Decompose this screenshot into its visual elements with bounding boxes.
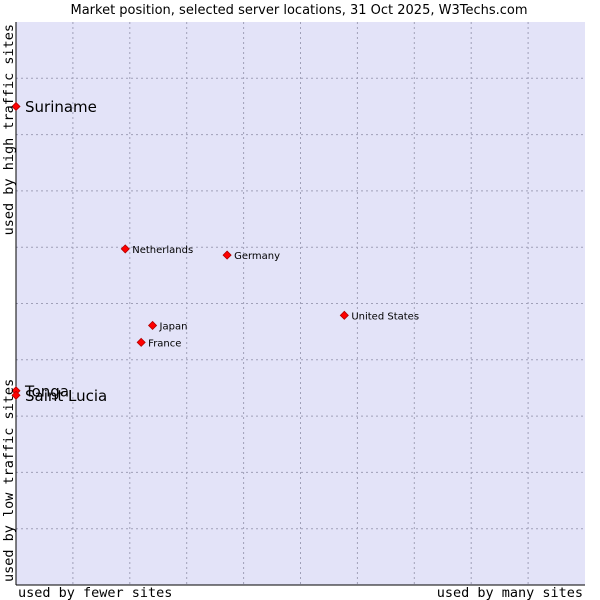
point-label-united-states: United States bbox=[351, 311, 419, 322]
point-saint-lucia bbox=[11, 390, 21, 400]
point-france bbox=[136, 337, 146, 347]
y-axis-label-bottom: used by low traffic sites bbox=[1, 379, 17, 582]
x-axis-label-right: used by many sites bbox=[437, 585, 583, 600]
point-label-netherlands: Netherlands bbox=[132, 245, 193, 256]
chart-title: Market position, selected server locatio… bbox=[70, 3, 527, 18]
point-label-saint-lucia: Saint Lucia bbox=[25, 387, 107, 405]
grid-lines bbox=[16, 22, 585, 585]
point-netherlands bbox=[120, 244, 130, 254]
point-japan bbox=[147, 320, 158, 331]
y-axis-label-top: used by high traffic sites bbox=[1, 24, 17, 235]
point-label-suriname: Suriname bbox=[25, 98, 97, 116]
point-label-germany: Germany bbox=[234, 251, 280, 262]
point-united-states bbox=[339, 310, 349, 320]
point-suriname bbox=[11, 101, 21, 112]
data-points: Suriname Netherlands Germany United States J… bbox=[11, 98, 419, 405]
point-label-japan: Japan bbox=[159, 321, 188, 332]
point-germany bbox=[222, 250, 232, 260]
point-label-tonga: Tonga bbox=[24, 382, 69, 400]
point-label-france: France bbox=[148, 338, 181, 349]
x-axis-label-left: used by fewer sites bbox=[18, 585, 172, 600]
